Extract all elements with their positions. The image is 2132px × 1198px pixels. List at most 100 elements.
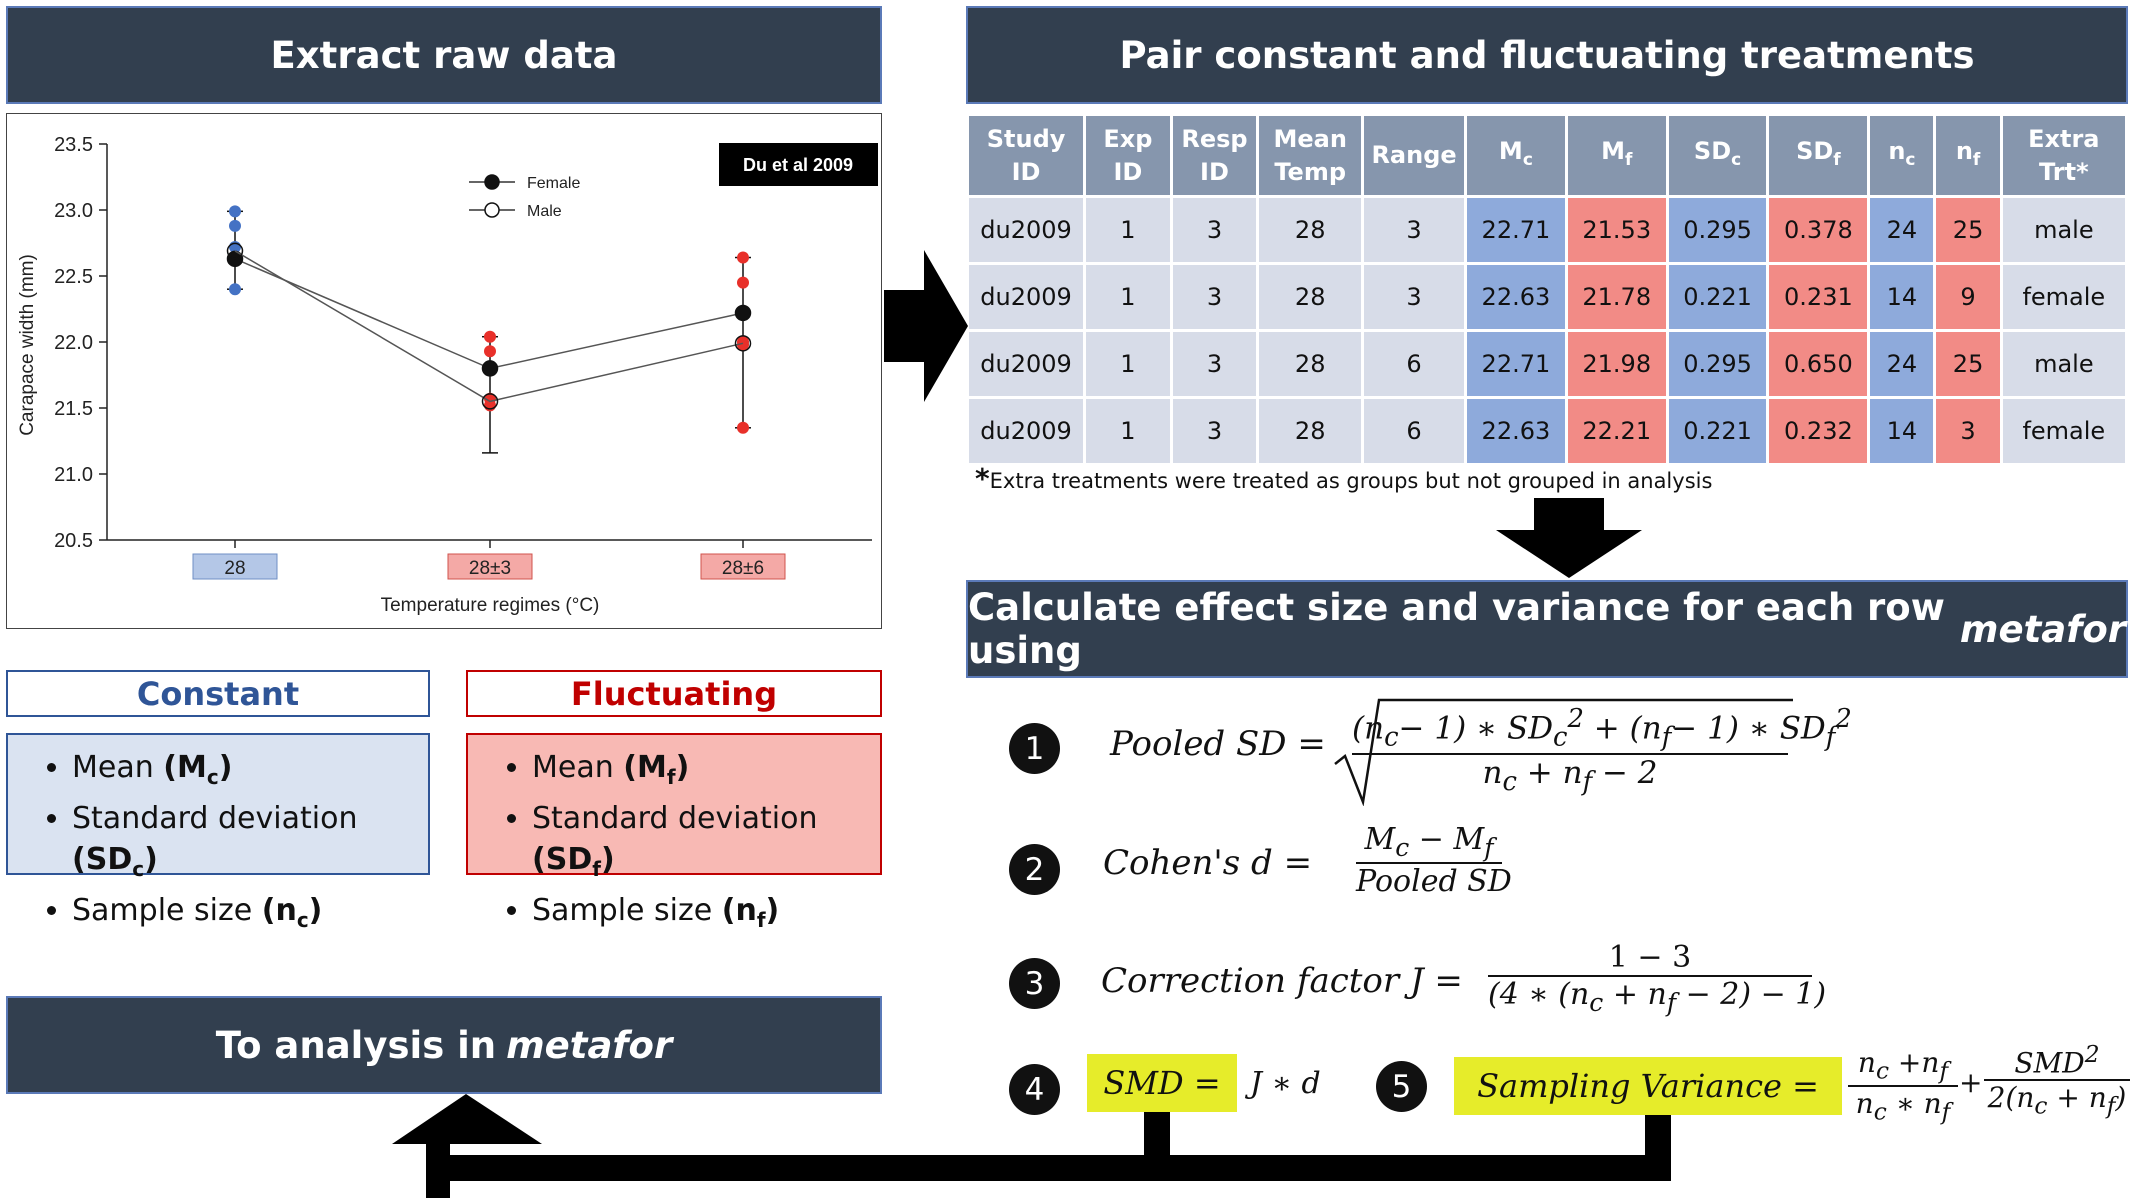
table-cell: 0.378	[1769, 198, 1868, 262]
x-category-box	[447, 553, 533, 580]
table-cell: 1	[1086, 198, 1170, 262]
pooled-sd-denominator: nc + nf − 2	[1482, 754, 1658, 797]
table-cell: 9	[1936, 265, 2000, 329]
table-cell: 28	[1259, 399, 1362, 463]
series-marker	[481, 360, 499, 377]
y-tick-label: 23.0	[54, 200, 93, 222]
x-tick-label: 28	[224, 558, 245, 579]
footnote-text: Extra treatments were treated as groups …	[989, 469, 1713, 493]
x-category-box	[700, 553, 786, 580]
y-axis-label: Carapace width (mm)	[17, 254, 38, 436]
table-cell: male	[2002, 198, 2125, 262]
fluctuating-bullet-box: Mean (Mf)Standard deviation (SDf)Sample …	[466, 733, 882, 932]
table-cell: 0.221	[1668, 399, 1767, 463]
raw-data-point	[229, 205, 241, 218]
fluctuating-bullet-text: Standard deviation	[532, 801, 818, 836]
table-cell: 25	[1936, 332, 2000, 396]
series-line	[234, 250, 744, 403]
y-tick-label: 21.5	[54, 398, 93, 420]
table-cell: 22.71	[1467, 332, 1565, 396]
constant-bullet-symbol: (nc)	[261, 893, 323, 932]
table-cell: 3	[1172, 198, 1257, 262]
y-tick-label: 21.0	[54, 464, 93, 486]
constant-bullet-list: Mean (Mc)Standard deviation (SDc)Sample …	[32, 747, 428, 941]
table-cell: 14	[1870, 399, 1934, 463]
constant-bullet-symbol: (Mc)	[163, 750, 233, 789]
table-cell: 21.78	[1567, 265, 1666, 329]
raw-data-point	[737, 421, 749, 434]
header-calculate-label: Calculate effect size and variance for e…	[968, 586, 1945, 672]
table-header-row: Study ID Exp ID Resp ID Mean Temp Range Mc Mf SDc SD…	[969, 116, 2125, 195]
legend-label: Female	[527, 175, 580, 192]
variance-denominator-1: nc ∗ nf	[1855, 1086, 1951, 1126]
table-column-header: Study ID	[969, 116, 1084, 195]
correction-factor-label: Correction factor J =	[1101, 961, 1463, 1001]
cohen-d-label: Cohen's d =	[1103, 843, 1313, 883]
table-cell: 22.71	[1467, 198, 1565, 262]
fluctuating-bullet-item: Standard deviation (SDf)	[532, 798, 880, 890]
constant-title: Constant	[136, 674, 300, 713]
table-body: du2009 1 3 28 3 22.71 21.53 0.295 0.378 24 25 male d…	[969, 198, 2125, 463]
constant-bullet-symbol: (SDc)	[72, 842, 158, 881]
fluctuating-title-box: Fluctuating	[466, 670, 882, 717]
table-cell: 21.98	[1567, 332, 1666, 396]
x-axis-label: Temperature regimes (°C)	[381, 595, 600, 616]
raw-data-point	[229, 283, 241, 296]
table-column-header: nf	[1936, 116, 2000, 195]
x-category-box	[192, 553, 278, 580]
table-column-header: Exp ID	[1086, 116, 1170, 195]
table-cell: 22.21	[1567, 399, 1666, 463]
table-cell: 0.231	[1769, 265, 1868, 329]
table-cell: 3	[1936, 399, 2000, 463]
legend-label: Male	[527, 203, 562, 220]
table-cell: 3	[1172, 399, 1257, 463]
table-cell: 3	[1172, 332, 1257, 396]
table-column-header: Mean Temp	[1259, 116, 1362, 195]
series-marker	[226, 242, 244, 260]
table-footnote: *Extra treatments were treated as groups…	[975, 462, 1712, 495]
table-cell: 0.295	[1668, 198, 1767, 262]
table-column-header: SDc	[1668, 116, 1767, 195]
table-cell: 1	[1086, 265, 1170, 329]
return-arrow-icon	[392, 1094, 1671, 1198]
table-cell: du2009	[969, 265, 1084, 329]
header-extract-label: Extract raw data	[270, 33, 618, 77]
correction-denominator: (4 ∗ (nc + nf − 2) − 1)	[1488, 977, 1827, 1017]
raw-data-point	[737, 251, 749, 264]
table-row: du2009 1 3 28 6 22.63 22.21 0.221 0.232 14 3 female	[969, 399, 2125, 463]
table-column-header: Resp ID	[1172, 116, 1257, 195]
cohen-d-denominator: Pooled SD	[1356, 864, 1512, 899]
table-cell: 22.63	[1467, 399, 1565, 463]
fluctuating-bullet-symbol: (Mf)	[623, 750, 690, 789]
series-marker	[734, 304, 752, 322]
step-number-1: 1	[1009, 723, 1060, 774]
table-cell: 3	[1364, 265, 1464, 329]
right-arrow-icon	[884, 250, 968, 402]
treatments-table: Study ID Exp ID Resp ID Mean Temp Range Mc Mf SDc SD…	[966, 113, 2128, 466]
step-number-2: 2	[1009, 844, 1060, 895]
down-arrow-icon	[1496, 498, 1642, 578]
table-column-header: Mc	[1467, 116, 1565, 195]
header-calculate-metafor: metafor	[1959, 607, 2126, 651]
table-cell: 25	[1936, 198, 2000, 262]
table-column-header: Range	[1364, 116, 1464, 195]
raw-data-point	[737, 276, 749, 289]
correction-factor-fraction: 1 − 3 (4 ∗ (nc + nf − 2) − 1)	[1488, 940, 1827, 1017]
table-row: du2009 1 3 28 6 22.71 21.98 0.295 0.650 24 25 male	[969, 332, 2125, 396]
table-cell: 1	[1086, 399, 1170, 463]
raw-data-point	[484, 345, 496, 358]
table-cell: male	[2002, 332, 2125, 396]
table-cell: 1	[1086, 332, 1170, 396]
fluctuating-bullet-symbol: (nf)	[721, 893, 780, 932]
table-cell: 0.650	[1769, 332, 1868, 396]
table-column-header: SDf	[1769, 116, 1868, 195]
carapace-width-chart: 23.5 23.0 22.5 22.0 21.5 21.0 20.5 28 28±3 28±6 Te…	[17, 134, 878, 616]
step-number-5: 5	[1376, 1061, 1427, 1112]
table-cell: 28	[1259, 332, 1362, 396]
y-tick-label: 23.5	[54, 134, 93, 156]
sqrt-sign-icon	[1334, 698, 1793, 806]
constant-bullet-item: Mean (Mc)	[72, 747, 428, 798]
table-cell: 0.221	[1668, 265, 1767, 329]
fluctuating-bullet-list: Mean (Mf)Standard deviation (SDf)Sample …	[492, 747, 880, 941]
chart-badge-label: Du et al 2009	[743, 155, 853, 175]
